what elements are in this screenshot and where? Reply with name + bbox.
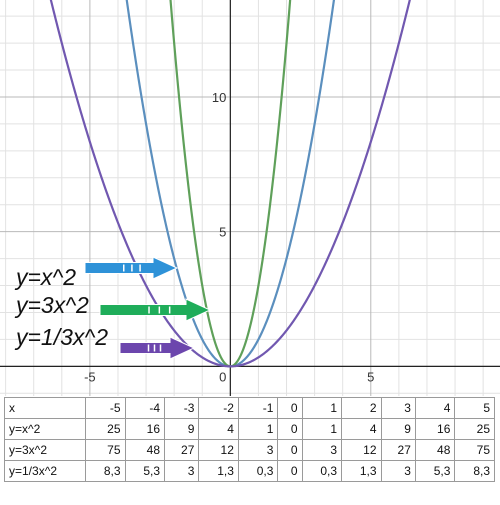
table-cell: 1 xyxy=(301,397,343,419)
arrow-x^2 xyxy=(84,256,179,280)
table-cell: 75 xyxy=(454,439,495,461)
table-cell: 1,3 xyxy=(198,460,239,482)
row-label: y=3x^2 xyxy=(4,439,86,461)
table-cell: 4 xyxy=(198,418,239,440)
row-label: y=1/3x^2 xyxy=(4,460,86,482)
table-cell: 2 xyxy=(341,397,382,419)
y-tick-label: 10 xyxy=(212,90,226,105)
table-row: y=3x^2 75 48 27 12 3 0 3 12 27 48 75 xyxy=(4,439,495,461)
curve-1/3x^2 xyxy=(49,0,411,368)
table-row: y=1/3x^2 8,3 5,3 3 1,3 0,3 0 0,3 1,3 3 5,3 8,3 xyxy=(4,460,495,482)
arrow-1/3x^2 xyxy=(119,336,196,360)
curves xyxy=(49,0,411,368)
table-cell: 25 xyxy=(454,418,495,440)
table-cell: 27 xyxy=(380,439,416,461)
table-cell: 9 xyxy=(380,418,416,440)
annotation-labels: y=x^2y=3x^2 y=1/3x^2 xyxy=(14,264,108,350)
table-cell: 12 xyxy=(341,439,382,461)
function-plot: -5 0 5 5 10 y=x^2y=3x^2 y=1/3x^2 xyxy=(0,0,500,396)
table-cell: 48 xyxy=(124,439,165,461)
table-cell: 0 xyxy=(277,439,303,461)
table-cell: 0,3 xyxy=(237,460,279,482)
table-cell: -4 xyxy=(124,397,165,419)
y-tick-label: 5 xyxy=(219,225,226,240)
axes xyxy=(0,0,500,396)
arrow-3x^2 xyxy=(99,298,212,322)
table-cell: 0 xyxy=(277,460,303,482)
table-cell: 8,3 xyxy=(85,460,126,482)
table-row: x -5 -4 -3 -2 -1 0 1 2 3 4 5 xyxy=(4,397,495,419)
table-cell: 25 xyxy=(85,418,126,440)
table-cell: 1,3 xyxy=(341,460,382,482)
table-cell: 27 xyxy=(163,439,200,461)
table-cell: 1 xyxy=(237,418,279,440)
table-cell: 3 xyxy=(163,460,200,482)
equation-label: y=3x^2 xyxy=(14,292,89,318)
equation-label: y=1/3x^2 xyxy=(14,324,108,350)
table-cell: 75 xyxy=(85,439,126,461)
curve-3x^2 xyxy=(169,0,292,368)
row-label: x xyxy=(4,397,86,419)
row-label: y=x^2 xyxy=(4,418,86,440)
table-cell: 16 xyxy=(414,418,456,440)
grid-minor xyxy=(0,0,500,396)
table-cell: -1 xyxy=(237,397,279,419)
table-cell: 12 xyxy=(198,439,239,461)
table-cell: 16 xyxy=(124,418,165,440)
value-table: x -5 -4 -3 -2 -1 0 1 2 3 4 5 y=x^2 25 16 9 4 1 0 1 4 9 16 25 y=3… xyxy=(4,397,495,482)
table-cell: 1 xyxy=(301,418,343,440)
table-cell: 4 xyxy=(341,418,382,440)
table-cell: 0 xyxy=(277,418,303,440)
table-cell: 5 xyxy=(454,397,495,419)
table-cell: 5,3 xyxy=(124,460,165,482)
table-cell: 0,3 xyxy=(301,460,343,482)
table-cell: 3 xyxy=(301,439,343,461)
x-tick-label: 0 xyxy=(219,369,226,384)
table-cell: 8,3 xyxy=(454,460,495,482)
table-cell: 9 xyxy=(163,418,200,440)
table-cell: 3 xyxy=(380,397,416,419)
table-cell: -3 xyxy=(163,397,200,419)
table-cell: 5,3 xyxy=(414,460,456,482)
table-cell: 0 xyxy=(277,397,303,419)
equation-label: y=x^2 xyxy=(14,264,76,290)
table-cell: 4 xyxy=(414,397,456,419)
curve-x^2 xyxy=(125,0,336,368)
x-tick-label: -5 xyxy=(84,369,96,384)
table-row: y=x^2 25 16 9 4 1 0 1 4 9 16 25 xyxy=(4,418,495,440)
x-tick-label: 5 xyxy=(367,369,374,384)
table-cell: -2 xyxy=(198,397,239,419)
tick-labels: -5 0 5 5 10 xyxy=(84,90,374,384)
table-cell: 3 xyxy=(380,460,416,482)
table-cell: 48 xyxy=(414,439,456,461)
annotation-arrows xyxy=(84,256,212,360)
table-cell: -5 xyxy=(85,397,126,419)
table-cell: 3 xyxy=(237,439,279,461)
